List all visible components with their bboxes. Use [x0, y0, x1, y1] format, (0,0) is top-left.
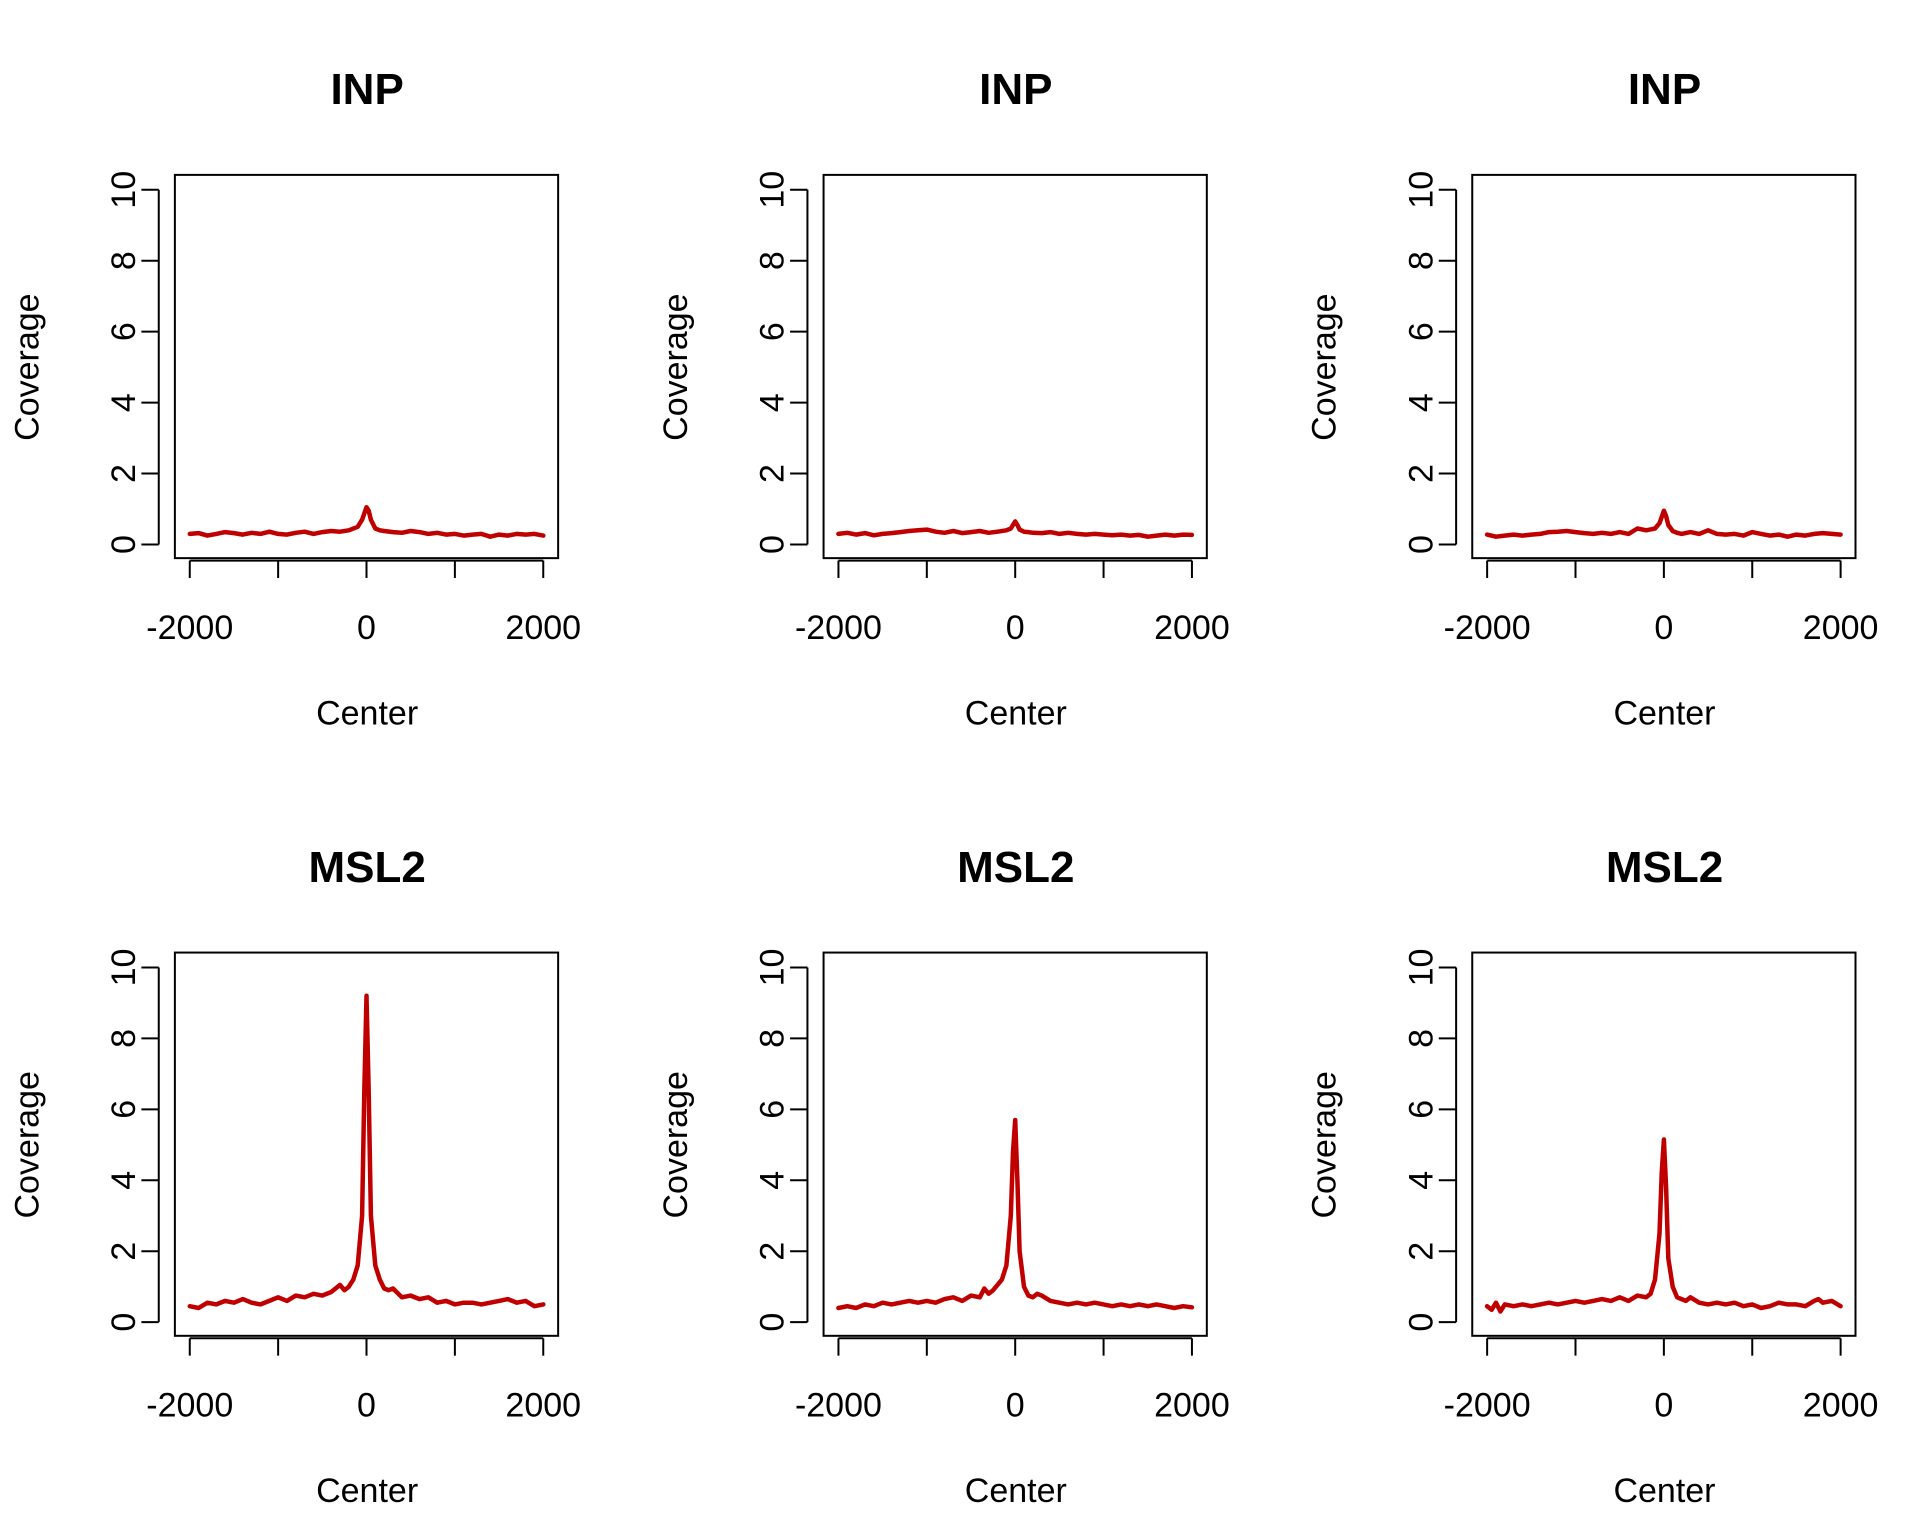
coverage-series-line: [836, 1117, 1195, 1311]
y-tick-label: 4: [1402, 1171, 1440, 1190]
y-axis-label: Coverage: [8, 293, 46, 440]
y-tick-label: 2: [105, 1242, 143, 1261]
y-tick-label: 0: [1402, 535, 1440, 554]
y-tick-label: 4: [754, 393, 792, 412]
y-axis-label: Coverage: [657, 1071, 695, 1218]
y-tick-label: 8: [105, 251, 143, 270]
y-tick-label: 0: [754, 1313, 792, 1332]
coverage-series-line: [1484, 508, 1843, 539]
plot-frame: [822, 173, 1208, 560]
chart-title: MSL2: [1606, 843, 1723, 892]
y-tick-label: 10: [1402, 949, 1440, 987]
x-tick-label: 2000: [1803, 609, 1879, 647]
y-tick-label: 6: [754, 322, 792, 341]
y-tick-label: 10: [105, 171, 143, 209]
x-tick-label: -2000: [146, 609, 233, 647]
x-axis-label: Center: [1613, 694, 1715, 732]
chart-title: MSL2: [957, 843, 1074, 892]
y-tick-label: 8: [1402, 251, 1440, 270]
y-tick-label: 0: [1402, 1313, 1440, 1332]
x-tick-label: -2000: [1444, 609, 1531, 647]
x-tick-label: -2000: [795, 609, 882, 647]
chart-panel-6: MSL2 -2000 0 2000 0 2 4 6 8 10 Center Coverage: [1306, 843, 1879, 1510]
x-axis-label: Center: [965, 1472, 1067, 1510]
x-axis-label: Center: [316, 1472, 418, 1510]
x-tick-label: 2000: [1803, 1386, 1879, 1424]
y-tick-label: 8: [105, 1029, 143, 1048]
chart-panel-2: INP -2000 0 2000 0 2 4 6 8 10 Center Coverage: [657, 65, 1230, 732]
coverage-series-line: [1484, 1137, 1843, 1314]
y-tick-label: 8: [1402, 1029, 1440, 1048]
chart-panel-1: INP -2000 0 2000 0 2 4 6 8 10 Center Coverage: [8, 65, 581, 732]
x-tick-label: 2000: [1154, 609, 1230, 647]
plot-frame: [1471, 951, 1857, 1337]
y-tick-label: 8: [754, 1029, 792, 1048]
y-axis-label: Coverage: [1306, 1071, 1344, 1218]
chart-panel-5: MSL2 -2000 0 2000 0 2 4 6 8 10 Center Coverage: [657, 843, 1230, 1510]
chart-title: MSL2: [308, 843, 425, 892]
y-tick-label: 4: [754, 1171, 792, 1190]
y-tick-label: 10: [754, 949, 792, 987]
y-tick-label: 4: [105, 393, 143, 412]
x-tick-label: 0: [1006, 1386, 1025, 1424]
y-tick-label: 0: [754, 535, 792, 554]
y-tick-label: 2: [754, 1242, 792, 1261]
y-axis-label: Coverage: [657, 293, 695, 440]
coverage-series-line: [836, 519, 1195, 539]
y-tick-label: 8: [754, 251, 792, 270]
chart-panel-3: INP -2000 0 2000 0 2 4 6 8 10 Center Coverage: [1306, 65, 1879, 732]
x-axis-label: Center: [965, 694, 1067, 732]
x-tick-label: -2000: [146, 1386, 233, 1424]
chart-panel-4: MSL2 -2000 0 2000 0 2 4 6 8 10 Center Coverage: [8, 843, 581, 1510]
y-tick-label: 6: [105, 322, 143, 341]
y-tick-label: 10: [754, 171, 792, 209]
x-tick-label: 2000: [505, 1386, 581, 1424]
plot-frame: [173, 951, 560, 1337]
x-tick-label: 2000: [1154, 1386, 1230, 1424]
x-tick-label: 0: [1006, 609, 1025, 647]
x-tick-label: 2000: [505, 609, 581, 647]
y-tick-label: 2: [754, 464, 792, 483]
y-tick-label: 10: [1402, 171, 1440, 209]
chart-title: INP: [330, 65, 403, 114]
y-tick-label: 6: [105, 1100, 143, 1119]
x-tick-label: 0: [1654, 609, 1673, 647]
y-tick-label: 6: [1402, 1100, 1440, 1119]
plot-frame: [822, 951, 1208, 1337]
chart-title: INP: [1628, 65, 1701, 114]
x-tick-label: 0: [1654, 1386, 1673, 1424]
y-tick-label: 4: [105, 1171, 143, 1190]
y-tick-label: 0: [105, 535, 143, 554]
y-tick-label: 6: [754, 1100, 792, 1119]
x-tick-label: -2000: [795, 1386, 882, 1424]
y-axis-label: Coverage: [8, 1071, 46, 1218]
y-tick-label: 2: [1402, 464, 1440, 483]
y-tick-label: 10: [105, 949, 143, 987]
y-tick-label: 0: [105, 1313, 143, 1332]
y-tick-label: 2: [1402, 1242, 1440, 1261]
y-tick-label: 6: [1402, 322, 1440, 341]
plot-frame: [173, 173, 560, 560]
y-tick-label: 4: [1402, 393, 1440, 412]
x-tick-label: -2000: [1444, 1386, 1531, 1424]
x-tick-label: 0: [357, 1386, 376, 1424]
y-axis-label: Coverage: [1306, 293, 1344, 440]
plot-frame: [1471, 173, 1857, 560]
x-axis-label: Center: [1613, 1472, 1715, 1510]
coverage-series-line: [187, 504, 546, 539]
y-tick-label: 2: [105, 464, 143, 483]
x-axis-label: Center: [316, 694, 418, 732]
coverage-series-line: [187, 993, 546, 1311]
x-tick-label: 0: [357, 609, 376, 647]
chart-title: INP: [979, 65, 1052, 114]
